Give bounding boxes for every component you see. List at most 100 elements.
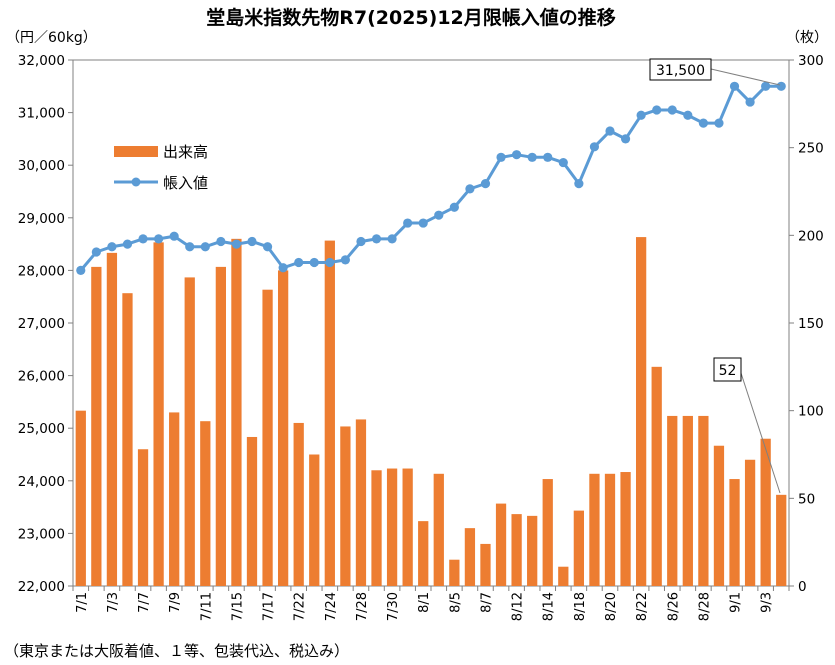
volume-bar	[495, 503, 507, 586]
volume-bar	[744, 459, 756, 586]
volume-bar	[573, 510, 584, 586]
price-point	[325, 257, 335, 268]
price-point	[278, 263, 288, 273]
right-tick-label: 50	[798, 491, 815, 507]
price-point	[154, 234, 164, 244]
price-point	[418, 218, 428, 228]
price-point	[356, 236, 366, 247]
price-point	[76, 265, 86, 275]
price-point	[247, 236, 257, 247]
x-tick-label: 9/3	[760, 592, 775, 613]
price-point	[496, 152, 506, 162]
price-point	[216, 236, 226, 247]
volume-bar	[355, 419, 367, 586]
x-axis-ticks: 7/1 7/3 7/7 7/9 7/11 7/15 7/17 7/22 7/24 7/28 7/30…	[72, 586, 790, 621]
volume-bar	[200, 421, 211, 586]
left-tick-label: 25,000	[18, 421, 65, 437]
left-tick-label: 24,000	[18, 474, 65, 490]
left-tick-label: 23,000	[18, 526, 65, 542]
legend-line-label: 帳入値	[163, 174, 208, 192]
left-axis-unit: （円／60kg）	[6, 30, 97, 46]
volume-bar	[464, 528, 476, 586]
x-tick-label: 7/11	[199, 592, 214, 621]
volume-bar	[527, 515, 538, 586]
volume-bar	[589, 473, 600, 586]
left-tick-label: 29,000	[18, 211, 65, 227]
x-tick-label: 7/7	[137, 592, 152, 613]
footnote: （東京または大阪着値、１等、包装代込、税込み）	[4, 642, 349, 660]
price-line-path	[79, 84, 782, 272]
price-point	[169, 231, 179, 241]
volume-bar	[729, 479, 740, 586]
volume-bar	[386, 468, 398, 586]
right-axis-ticks: 0 50 100 150 200 250 300	[789, 53, 824, 595]
left-tick-label: 28,000	[18, 263, 65, 279]
left-axis-ticks: 22,000 23,000 24,000 25,000 26,000 27,000 28,0…	[18, 53, 73, 595]
price-callout: 31,500	[649, 58, 781, 86]
price-point	[527, 152, 537, 162]
volume-bar	[651, 366, 662, 586]
x-tick-label: 8/26	[666, 592, 681, 621]
price-point	[683, 110, 693, 120]
left-tick-label: 27,000	[18, 316, 65, 332]
price-callout-box	[649, 58, 712, 81]
price-point	[231, 239, 242, 249]
price-point	[543, 152, 553, 162]
volume-bar	[309, 454, 320, 586]
volume-bar	[231, 238, 242, 586]
price-point	[620, 134, 631, 144]
price-point	[761, 81, 771, 91]
price-point	[667, 105, 677, 115]
left-tick-label: 22,000	[18, 579, 65, 595]
price-point	[434, 210, 444, 220]
price-point	[729, 81, 740, 91]
volume-bars	[75, 237, 787, 586]
volume-bar	[371, 470, 382, 586]
price-point	[262, 242, 273, 252]
volume-bar	[713, 445, 725, 586]
price-point	[589, 142, 600, 152]
legend-bar-swatch	[114, 146, 158, 157]
legend-bar-label: 出来高	[163, 143, 208, 161]
volume-bar	[340, 426, 351, 586]
price-point	[449, 202, 459, 212]
price-point	[91, 247, 101, 257]
x-tick-label: 7/1	[75, 592, 90, 613]
left-tick-label: 30,000	[18, 158, 65, 174]
volume-callout-box	[713, 357, 742, 382]
volume-bar	[402, 468, 413, 586]
right-tick-label: 250	[798, 141, 824, 157]
volume-bar	[106, 252, 118, 586]
right-tick-label: 200	[798, 228, 824, 244]
right-tick-label: 300	[798, 53, 824, 69]
chart-title: 堂島米指数先物R7(2025)12月限帳入値の推移	[206, 6, 616, 29]
x-tick-label: 7/3	[106, 592, 121, 613]
right-tick-label: 150	[798, 316, 824, 332]
x-tick-label: 8/14	[542, 592, 557, 621]
volume-callout-label: 52	[719, 363, 737, 379]
price-point	[698, 118, 708, 128]
volume-bar	[433, 473, 444, 586]
x-tick-label: 7/24	[324, 592, 339, 621]
price-point	[558, 157, 568, 168]
volume-bar	[246, 436, 258, 586]
x-tick-label: 8/12	[511, 592, 526, 621]
volume-bar	[449, 559, 460, 586]
x-tick-label: 8/22	[635, 592, 650, 621]
volume-bar	[635, 237, 647, 586]
x-tick-label: 8/28	[697, 592, 712, 621]
legend: 出来高 帳入値	[114, 143, 208, 192]
volume-bar	[184, 277, 195, 586]
volume-bar	[91, 266, 102, 586]
volume-bar	[418, 521, 429, 586]
price-point	[107, 242, 117, 252]
price-callout-leader	[710, 68, 781, 86]
price-point	[636, 110, 646, 120]
left-tick-label: 32,000	[18, 53, 65, 69]
volume-bar	[667, 415, 678, 586]
price-point	[745, 97, 755, 107]
volume-bar	[698, 415, 709, 586]
price-point	[294, 257, 304, 268]
price-point	[465, 184, 475, 194]
volume-bar	[277, 270, 289, 586]
